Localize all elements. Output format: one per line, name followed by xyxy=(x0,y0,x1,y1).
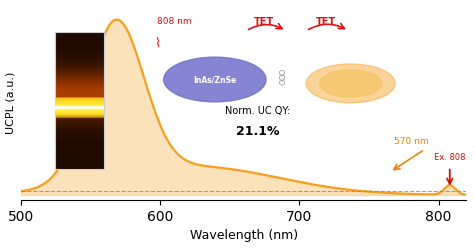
Circle shape xyxy=(164,57,266,102)
Y-axis label: UCPL (a.u.): UCPL (a.u.) xyxy=(6,72,16,134)
Circle shape xyxy=(319,70,382,97)
Text: 808 nm: 808 nm xyxy=(157,17,192,26)
Text: Norm. UC QY:: Norm. UC QY: xyxy=(225,106,291,116)
Text: TET: TET xyxy=(254,17,274,27)
Text: 570 nm: 570 nm xyxy=(394,137,429,146)
Circle shape xyxy=(306,64,395,103)
X-axis label: Wavelength (nm): Wavelength (nm) xyxy=(190,229,298,243)
Text: InAs/ZnSe: InAs/ZnSe xyxy=(193,75,237,84)
Text: TET: TET xyxy=(316,17,336,27)
Text: Ex. 808: Ex. 808 xyxy=(434,153,465,162)
Text: ⌇: ⌇ xyxy=(154,37,160,50)
Text: 21.1%: 21.1% xyxy=(236,125,280,138)
Text: ⬡
⬡
⬡: ⬡ ⬡ ⬡ xyxy=(279,69,285,86)
